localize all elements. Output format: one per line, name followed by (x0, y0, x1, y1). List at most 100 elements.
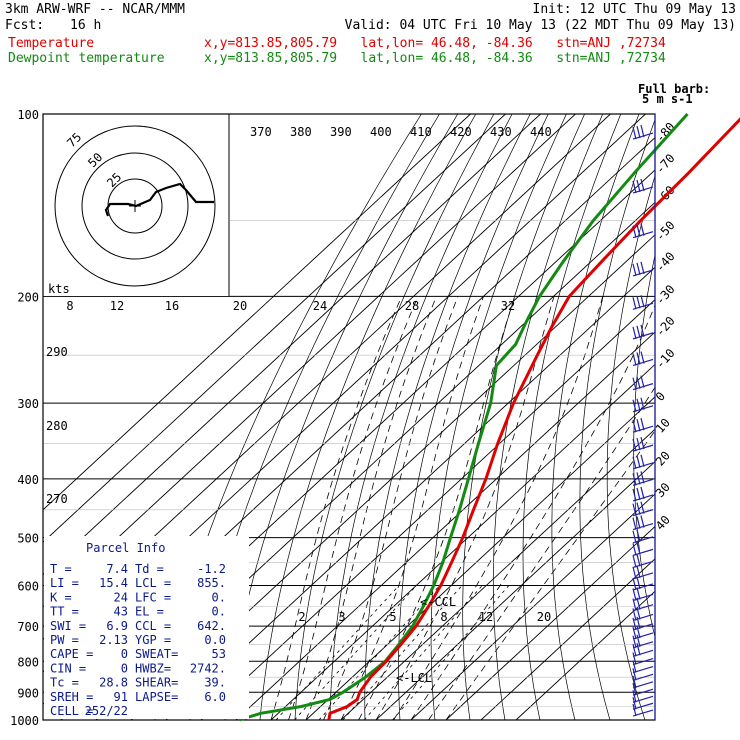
wind-barb-flag (632, 703, 637, 717)
mixing-ratio-line (275, 585, 400, 720)
parcel-field-value: 0. (212, 590, 226, 604)
wind-barb (632, 597, 654, 612)
parcel-field-value: 642. (197, 619, 226, 633)
wind-barb-flag (636, 529, 641, 542)
isotherm-label: -10 (653, 346, 678, 371)
moist-adiabat-line (288, 296, 419, 720)
parcel-field-label: Tc = (50, 676, 79, 690)
isotherm-line (43, 114, 541, 576)
wind-barb (632, 501, 654, 517)
wind-barb-flag (640, 436, 645, 450)
wind-barb (632, 683, 654, 696)
wind-barb-flag (636, 643, 641, 656)
dry-adiabat-line (709, 114, 740, 720)
wind-barb (632, 529, 654, 544)
theta-label: 280 (46, 419, 68, 433)
hodograph-ring (81, 152, 189, 260)
parcel-info-title: Parcel Info (86, 541, 165, 555)
isotherm-label: 20 (653, 448, 673, 468)
dewpoint-legend: Dewpoint temperature (8, 51, 165, 66)
wind-barb-flag (632, 652, 637, 665)
wind-barb-flag (640, 471, 645, 484)
parcel-field-label: LI = (50, 576, 79, 590)
wind-barb-flag (640, 454, 645, 467)
wind-barb-flag (636, 352, 641, 365)
wind-barb-flag (640, 515, 645, 528)
wind-barb-flag (632, 543, 637, 556)
hodograph-speed-label: 12 (110, 299, 124, 313)
wind-barb-flag (632, 438, 637, 452)
wind-barb (632, 652, 654, 666)
isotherm-label: -50 (653, 218, 678, 243)
wind-barb-flag (632, 566, 637, 580)
wind-barb-flag (636, 587, 641, 600)
parcel-field-value: 91 (114, 690, 128, 704)
isotherm-line (165, 266, 655, 720)
wind-barb-flag (632, 626, 637, 640)
wind-barb-flag (640, 397, 645, 410)
wind-barb-flag (636, 455, 641, 468)
barb-note-line1: Full barb: (638, 82, 710, 96)
wind-barb-flag (636, 502, 641, 515)
parcel-field-value: 0. (212, 605, 226, 619)
parcel-field-value: 39. (204, 676, 226, 690)
wind-barb-flag (632, 420, 637, 433)
wind-barb-flag (640, 295, 645, 308)
dry-adiabat-line (398, 114, 549, 720)
wind-barb (632, 607, 654, 622)
theta-label: 290 (46, 345, 68, 359)
wind-barb (632, 436, 654, 452)
hodograph-ring (54, 125, 216, 287)
isotherm-label: 30 (653, 480, 673, 500)
theta-e-label: 420 (450, 125, 472, 139)
isotherm-label: 10 (653, 416, 673, 436)
wind-barb (632, 690, 654, 703)
dry-adiabat-line (364, 114, 531, 720)
wind-barb-flag (640, 418, 645, 431)
isotherm-label: -20 (653, 314, 678, 339)
parcel-field-label: CIN = (50, 661, 86, 675)
hodograph-speed-label: 28 (405, 299, 419, 313)
wind-barb-flag (640, 351, 645, 364)
wind-barb-flag (632, 675, 637, 688)
wind-barb-flag (636, 398, 641, 411)
wind-barb (632, 178, 654, 194)
theta-e-label: 410 (410, 125, 432, 139)
isotherm-line (340, 428, 655, 720)
wind-barb-flag (636, 616, 641, 630)
parcel-field-value: 0 (121, 647, 128, 661)
wind-barb-flag (640, 324, 645, 338)
mixing-ratio-label: 12 (479, 610, 493, 624)
pressure-tick-label: 700 (17, 620, 39, 634)
barb-note-line2: 5 m s-1 (642, 92, 693, 106)
theta-e-label: 430 (490, 125, 512, 139)
moist-adiabat-line (323, 296, 459, 720)
hodograph-speed-label: 32 (501, 299, 515, 313)
parcel-field-label: LFC = (135, 590, 171, 604)
wind-barb-flag (636, 554, 641, 567)
isotherm-line (43, 114, 506, 543)
location-dewpoint: x,y=813.85,805.79 lat,lon= 46.48, -84.36… (204, 51, 666, 66)
moist-adiabat-line (270, 296, 403, 720)
wind-barb (632, 587, 654, 602)
wind-barb (632, 576, 654, 591)
wind-barb-flag (636, 607, 641, 620)
parcel-field-value: 28.8 (99, 676, 128, 690)
lcl-label: <-LCL (396, 671, 432, 685)
wind-barb-flag (632, 399, 637, 412)
parcel-info-background (44, 536, 249, 719)
moist-adiabat-line (358, 296, 516, 720)
parcel-field-label: PW = (50, 633, 79, 647)
wind-barb-flag (632, 577, 637, 591)
model-title: 3km ARW-WRF -- NCAR/MMM (5, 2, 186, 17)
dry-adiabat-line (430, 114, 567, 720)
wind-barb-flag (636, 576, 641, 590)
hodograph-trace (104, 182, 214, 217)
wind-barb-flag (636, 437, 641, 451)
wind-barb-flag (636, 325, 641, 339)
wind-barb-flag (632, 635, 637, 648)
isotherm-label: -70 (653, 151, 678, 176)
isotherm-line (235, 331, 655, 720)
wind-barb-flag (636, 516, 641, 529)
